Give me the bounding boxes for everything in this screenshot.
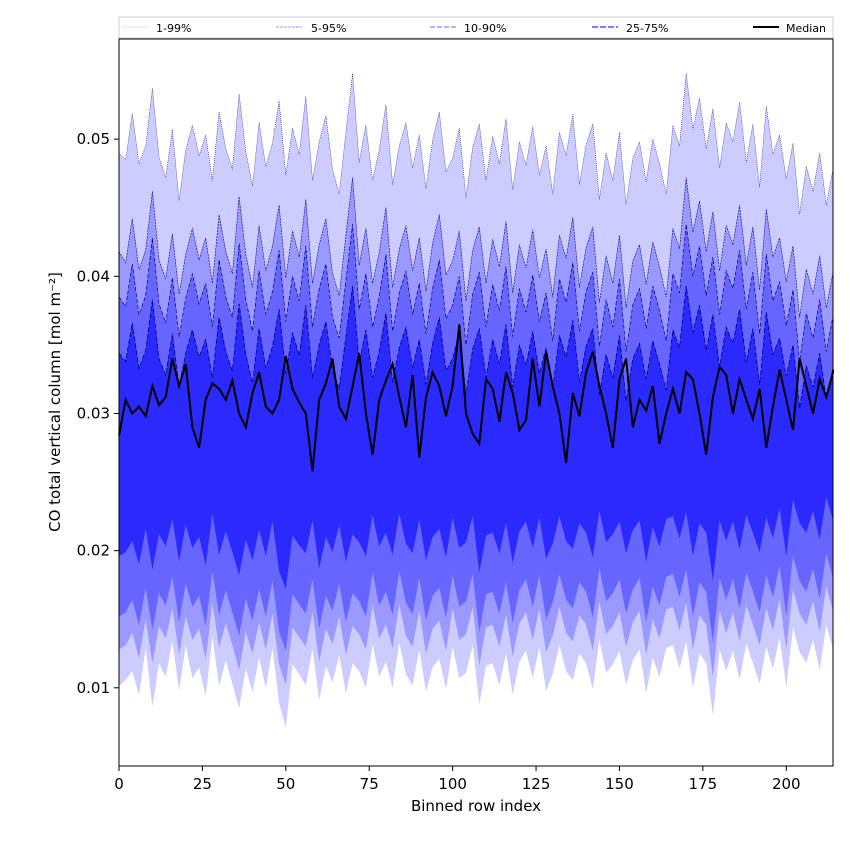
- x-tick-label: 0: [114, 775, 124, 793]
- x-tick-label: 25: [193, 775, 212, 793]
- legend-frame: [118, 16, 834, 39]
- x-tick-label: 150: [605, 775, 634, 793]
- y-axis-label: CO total vertical column [mol m⁻²]: [46, 272, 64, 532]
- band-upper-edge-1-99: [118, 73, 834, 215]
- y-tick-label: 0.04: [77, 267, 110, 285]
- band-upper-edge-10-90: [118, 224, 834, 362]
- plot-frame: [118, 38, 834, 767]
- x-tick-label: 75: [360, 775, 379, 793]
- percentile-bands: [118, 73, 834, 728]
- x-tick-label: 125: [522, 775, 551, 793]
- legend-label-10-90: 10-90%: [464, 22, 506, 35]
- y-tick-label: 0.03: [77, 404, 110, 422]
- legend-label-1-99: 1-99%: [156, 22, 191, 35]
- y-axis-ticks: 0.01 0.02 0.03 0.04 0.05: [77, 130, 119, 697]
- median-line: [118, 324, 834, 472]
- y-tick-label: 0.01: [77, 679, 110, 697]
- x-tick-label: 100: [438, 775, 467, 793]
- x-tick-label: 175: [689, 775, 718, 793]
- legend-label-25-75: 25-75%: [626, 22, 668, 35]
- x-tick-label: 50: [276, 775, 295, 793]
- legend-label-median: Median: [786, 22, 826, 35]
- x-axis-label: Binned row index: [411, 797, 541, 815]
- x-axis-ticks: 0 25 50 75 100 125 150 175 200: [114, 766, 801, 793]
- median-layer: [118, 324, 834, 472]
- y-tick-label: 0.05: [77, 130, 110, 148]
- legend-label-5-95: 5-95%: [311, 22, 346, 35]
- x-tick-label: 200: [772, 775, 801, 793]
- legend: 1-99% 5-95% 10-90% 25-75% Median: [118, 16, 834, 39]
- y-tick-label: 0.02: [77, 542, 110, 560]
